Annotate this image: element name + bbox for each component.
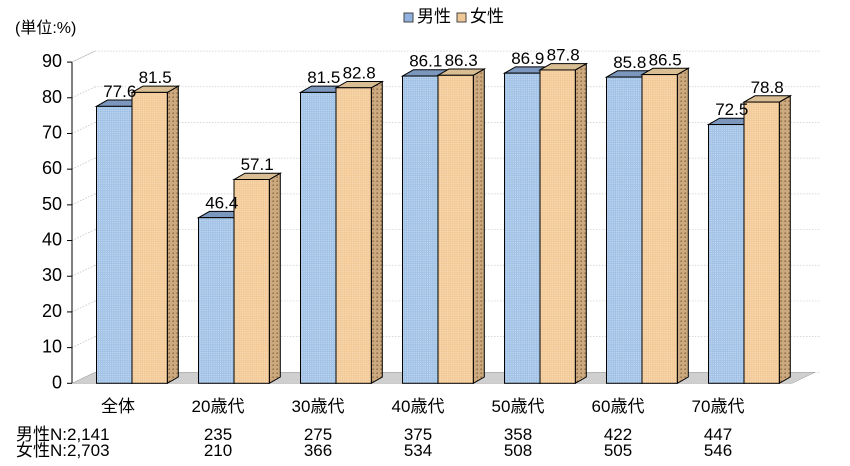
svg-text:505: 505 — [604, 441, 632, 460]
svg-text:80: 80 — [42, 87, 62, 107]
svg-text:70: 70 — [42, 122, 62, 142]
svg-text:82.8: 82.8 — [343, 63, 376, 82]
svg-text:85.8: 85.8 — [613, 53, 646, 72]
svg-text:86.3: 86.3 — [445, 51, 478, 70]
svg-text:210: 210 — [204, 441, 232, 460]
svg-text:60: 60 — [42, 158, 62, 178]
svg-text:87.8: 87.8 — [547, 46, 580, 65]
svg-text:50: 50 — [42, 194, 62, 214]
svg-text:40: 40 — [42, 230, 62, 250]
svg-text:86.9: 86.9 — [511, 49, 544, 68]
svg-text:366: 366 — [304, 441, 332, 460]
svg-text:(単位:%): (単位:%) — [15, 19, 76, 37]
svg-text:546: 546 — [704, 441, 732, 460]
svg-text:72.5: 72.5 — [715, 100, 748, 119]
svg-text:86.5: 86.5 — [649, 50, 682, 69]
svg-text:90: 90 — [42, 51, 62, 71]
svg-text:N:2,703: N:2,703 — [50, 441, 110, 460]
svg-text:20歳代: 20歳代 — [192, 397, 245, 416]
svg-text:50歳代: 50歳代 — [492, 397, 545, 416]
svg-text:86.1: 86.1 — [409, 52, 442, 71]
svg-text:60歳代: 60歳代 — [592, 397, 645, 416]
svg-text:508: 508 — [504, 441, 532, 460]
svg-text:30歳代: 30歳代 — [292, 397, 345, 416]
svg-text:0: 0 — [52, 372, 62, 392]
svg-text:女性: 女性 — [16, 441, 50, 460]
svg-text:534: 534 — [404, 441, 432, 460]
svg-text:78.8: 78.8 — [751, 78, 784, 97]
svg-text:20: 20 — [42, 301, 62, 321]
svg-text:77.6: 77.6 — [103, 82, 136, 101]
svg-text:81.5: 81.5 — [307, 68, 340, 87]
svg-text:57.1: 57.1 — [241, 155, 274, 174]
svg-text:70歳代: 70歳代 — [692, 397, 745, 416]
svg-text:10: 10 — [42, 337, 62, 357]
svg-text:46.4: 46.4 — [205, 193, 238, 212]
svg-text:男性: 男性 — [417, 7, 451, 26]
svg-text:30: 30 — [42, 265, 62, 285]
svg-text:全体: 全体 — [101, 397, 135, 416]
svg-text:81.5: 81.5 — [139, 68, 172, 87]
svg-text:女性: 女性 — [470, 7, 504, 26]
svg-text:40歳代: 40歳代 — [392, 397, 445, 416]
